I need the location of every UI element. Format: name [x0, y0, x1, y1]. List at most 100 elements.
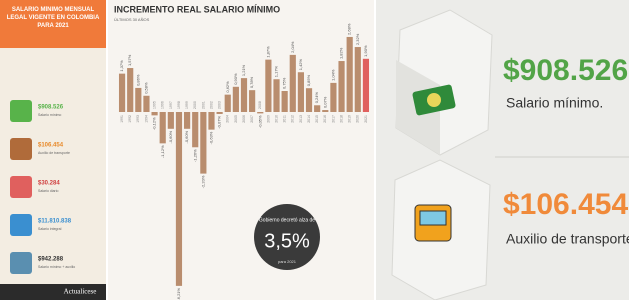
- value-label: 1,42%: [298, 58, 303, 70]
- x-tick-label: 2008: [258, 101, 262, 109]
- x-tick-label: 2000: [193, 101, 197, 109]
- bar: [208, 112, 214, 130]
- right-label-1: Salario mínimo.: [506, 95, 603, 111]
- bar: [217, 112, 223, 114]
- x-tick-label: 2009: [266, 115, 270, 123]
- bar: [363, 59, 369, 112]
- value-label: -0,63%: [209, 131, 214, 144]
- x-tick-label: 1994: [144, 115, 148, 123]
- screenshot: SALARIO MÍNIMO MENSUAL LEGAL VIGENTE EN …: [0, 0, 629, 300]
- x-tick-label: 1998: [177, 101, 181, 109]
- left-footer: Actualícese: [64, 288, 97, 296]
- x-tick-label: 1991: [120, 115, 124, 123]
- left-label: Salario integral: [38, 227, 62, 231]
- x-tick-label: 2002: [209, 101, 213, 109]
- x-tick-label: 2003: [218, 101, 222, 109]
- x-tick-label: 2018: [339, 115, 343, 123]
- x-tick-label: 2019: [348, 115, 352, 123]
- x-tick-label: 2012: [291, 115, 295, 123]
- value-label: 1,37%: [119, 60, 124, 72]
- value-label: -6,21%: [176, 287, 181, 300]
- left-label: Salario diario: [38, 189, 58, 193]
- x-tick-label: 1999: [185, 101, 189, 109]
- annotation-value: 3,5%: [264, 230, 310, 252]
- bar: [338, 61, 344, 112]
- value-label: 1,82%: [339, 47, 344, 59]
- left-icon: [10, 138, 32, 160]
- left-value: $942.288: [38, 257, 64, 263]
- value-label: 1,90%: [363, 45, 368, 57]
- value-label: -1,12%: [160, 145, 165, 158]
- x-tick-label: 2015: [315, 115, 319, 123]
- bar: [282, 91, 288, 112]
- value-label: 2,68%: [347, 23, 352, 35]
- value-label: 1,87%: [265, 46, 270, 58]
- value-label: 2,32%: [355, 33, 360, 45]
- x-tick-label: 2005: [234, 115, 238, 123]
- value-label: -0,60%: [184, 130, 189, 143]
- left-value: $106.454: [38, 143, 64, 149]
- value-label: -0,05%: [257, 115, 262, 128]
- value-label: 0,58%: [144, 82, 149, 94]
- value-label: 1,57%: [127, 54, 132, 66]
- bar: [200, 112, 206, 174]
- chart-subtitle: ÚLTIMOS 30 AÑOS: [114, 17, 150, 22]
- left-label: Salario mínimo + auxilio: [38, 265, 75, 269]
- value-label: 0,78%: [249, 76, 254, 88]
- x-tick-label: 2010: [274, 115, 278, 123]
- value-label: 0,24%: [314, 91, 319, 103]
- bar: [330, 83, 336, 112]
- bar: [241, 78, 247, 112]
- value-label: 0,90%: [233, 73, 238, 85]
- value-label: 0,62%: [225, 81, 230, 93]
- value-label: 0,85%: [306, 74, 311, 86]
- x-tick-label: 1995: [153, 101, 157, 109]
- bar: [355, 47, 361, 112]
- bar: [225, 95, 231, 112]
- bar: [347, 37, 353, 112]
- value-label: 0,86%: [135, 74, 140, 86]
- chart-panel: [108, 0, 374, 300]
- bar: [119, 74, 125, 112]
- annotation-top: Gobierno decretó alza de: [259, 217, 315, 223]
- left-value: $908.526: [38, 105, 64, 111]
- bar: [290, 55, 296, 112]
- right-panel: $908.526 Salario mínimo. $106.454 Auxili…: [376, 0, 629, 300]
- bar: [265, 60, 271, 112]
- right-label-2: Auxilio de transporte: [506, 231, 629, 247]
- value-label: 0,75%: [282, 77, 287, 89]
- x-tick-label: 1997: [169, 101, 173, 109]
- left-title-box: SALARIO MÍNIMO MENSUAL LEGAL VIGENTE EN …: [4, 6, 102, 46]
- value-label: 0,07%: [322, 96, 327, 108]
- bar: [184, 112, 190, 129]
- bar: [160, 112, 166, 143]
- x-tick-label: 2021: [364, 115, 368, 123]
- bar: [151, 112, 157, 115]
- value-label: 1,17%: [274, 65, 279, 77]
- left-icon: [10, 100, 32, 122]
- value-label: 1,04%: [330, 69, 335, 81]
- x-tick-label: 1996: [161, 101, 165, 109]
- page: SALARIO MÍNIMO MENSUAL LEGAL VIGENTE EN …: [0, 0, 629, 300]
- bar: [257, 112, 263, 113]
- bar: [298, 72, 304, 112]
- bar: [233, 87, 239, 112]
- bar: [314, 105, 320, 112]
- x-tick-label: 1992: [128, 115, 132, 123]
- x-tick-label: 1993: [136, 115, 140, 123]
- left-title: SALARIO MÍNIMO MENSUAL LEGAL VIGENTE EN …: [4, 6, 102, 30]
- value-label: -0,07%: [217, 116, 222, 129]
- bar: [135, 88, 141, 112]
- left-value: $30.284: [38, 181, 60, 187]
- x-tick-label: 2011: [283, 115, 287, 123]
- x-tick-label: 2016: [323, 115, 327, 123]
- bar: [192, 112, 198, 147]
- x-tick-label: 2020: [356, 115, 360, 123]
- annotation-bottom: para 2021: [278, 259, 297, 264]
- bar: [176, 112, 182, 286]
- bar: [143, 96, 149, 112]
- x-tick-label: 2004: [226, 115, 230, 123]
- left-icon: [10, 176, 32, 198]
- value-label: -2,20%: [200, 175, 205, 188]
- bar: [306, 88, 312, 112]
